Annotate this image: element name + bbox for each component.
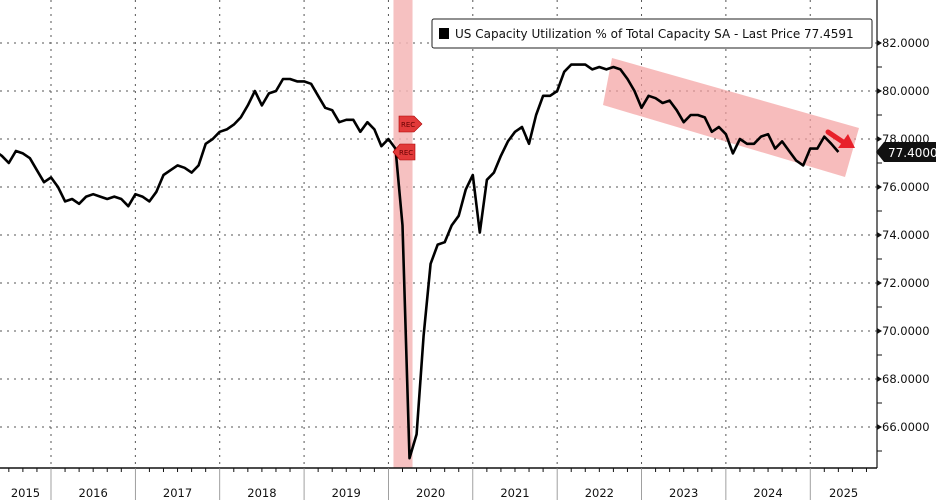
series-line (0, 63, 840, 460)
y-tick-mark (877, 328, 882, 334)
arrow-icon (825, 129, 855, 148)
y-tick-mark (877, 136, 882, 142)
legend-swatch (439, 28, 449, 39)
rec-tag-label: REC (401, 121, 415, 129)
y-tick-label: 70.0000 (882, 324, 930, 338)
rec-tag-1: REC (398, 115, 423, 133)
y-tick-mark (877, 40, 882, 46)
y-tick-label: 76.0000 (882, 180, 930, 194)
x-tick-label: 2020 (416, 486, 445, 500)
x-tick-label: 2018 (247, 486, 276, 500)
x-tick-label: 2017 (163, 486, 192, 500)
x-tick-label: 2016 (79, 486, 108, 500)
legend-label: US Capacity Utilization % of Total Capac… (455, 27, 854, 41)
y-tick-mark (877, 184, 882, 190)
rec-tag-2: REC (392, 143, 416, 161)
legend: US Capacity Utilization % of Total Capac… (431, 18, 873, 49)
y-tick-label: 68.0000 (882, 372, 930, 386)
x-tick-label: 2025 (829, 486, 858, 500)
y-tick-mark (877, 424, 882, 430)
rec-tag-label: REC (399, 149, 413, 157)
y-tick-mark (877, 88, 882, 94)
downtrend-band (603, 58, 859, 177)
x-tick-label: 2023 (669, 486, 698, 500)
y-tick-mark (877, 232, 882, 238)
grid (0, 0, 877, 468)
y-tick-label: 82.0000 (882, 36, 930, 50)
x-tick-label: 2024 (753, 486, 782, 500)
y-tick-label: 72.0000 (882, 276, 930, 290)
y-tick-label: 74.0000 (882, 228, 930, 242)
y-tick-label: 66.0000 (882, 420, 930, 434)
y-tick-mark (877, 280, 882, 286)
last-value-marker: 77.4000 (876, 142, 936, 162)
x-tick-label: 2019 (332, 486, 361, 500)
x-tick-label: 2021 (500, 486, 529, 500)
y-tick-label: 80.0000 (882, 84, 930, 98)
x-tick-label: 2022 (585, 486, 614, 500)
y-tick-mark (877, 376, 882, 382)
x-tick-label: 2015 (11, 486, 40, 500)
last-value-label: 77.4000 (888, 146, 936, 160)
